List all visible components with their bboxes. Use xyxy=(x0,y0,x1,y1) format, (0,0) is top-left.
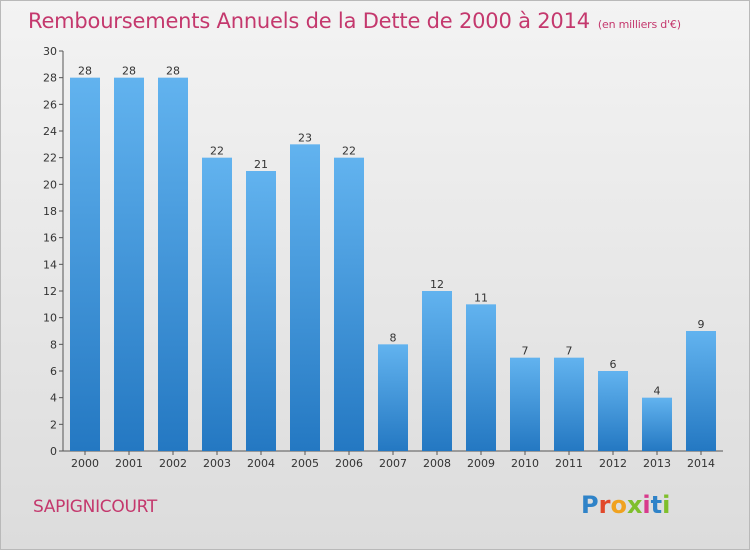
data-label: 9 xyxy=(698,318,705,331)
commune-name: SAPIGNICOURT xyxy=(33,497,157,517)
x-tick-label: 2001 xyxy=(115,457,143,470)
bar xyxy=(510,357,540,451)
y-tick-label: 10 xyxy=(43,312,57,325)
bar xyxy=(290,144,320,452)
bar xyxy=(598,371,628,451)
y-tick-label: 0 xyxy=(50,445,57,458)
bar xyxy=(642,397,672,451)
y-tick-label: 24 xyxy=(43,125,57,138)
data-label: 4 xyxy=(654,385,661,398)
y-tick-label: 18 xyxy=(43,205,57,218)
data-label: 28 xyxy=(78,65,92,78)
data-label: 23 xyxy=(298,131,312,144)
x-tick-label: 2013 xyxy=(643,457,671,470)
x-tick-label: 2002 xyxy=(159,457,187,470)
bar xyxy=(422,291,452,451)
x-tick-label: 2014 xyxy=(687,457,715,470)
bar xyxy=(554,357,584,451)
data-label: 12 xyxy=(430,278,444,291)
y-tick-label: 28 xyxy=(43,72,57,85)
bar xyxy=(70,77,100,452)
data-label: 7 xyxy=(522,345,529,358)
y-tick-label: 2 xyxy=(50,418,57,431)
x-tick-label: 2012 xyxy=(599,457,627,470)
data-label: 11 xyxy=(474,291,488,304)
x-tick-label: 2011 xyxy=(555,457,583,470)
bar xyxy=(246,171,276,451)
y-tick-label: 6 xyxy=(50,365,57,378)
x-tick-label: 2008 xyxy=(423,457,451,470)
x-tick-label: 2003 xyxy=(203,457,231,470)
bar xyxy=(378,344,408,451)
data-label: 22 xyxy=(210,145,224,158)
x-tick-label: 2010 xyxy=(511,457,539,470)
bar xyxy=(114,77,144,452)
data-label: 28 xyxy=(166,65,180,78)
proxiti-logo: Proxiti xyxy=(581,491,670,519)
chart-title-text: Remboursements Annuels de la Dette de 20… xyxy=(28,9,590,33)
y-tick-label: 22 xyxy=(43,152,57,165)
y-tick-label: 4 xyxy=(50,392,57,405)
x-tick-label: 2009 xyxy=(467,457,495,470)
bar xyxy=(334,157,364,451)
y-tick-label: 14 xyxy=(43,258,57,271)
logo-letter: o xyxy=(610,491,627,519)
logo-letter: i xyxy=(642,491,651,519)
x-tick-label: 2005 xyxy=(291,457,319,470)
chart-unit: (en milliers d'€) xyxy=(597,18,681,31)
data-label: 8 xyxy=(390,331,397,344)
y-tick-label: 20 xyxy=(43,178,57,191)
x-tick-label: 2000 xyxy=(71,457,99,470)
logo-letter: t xyxy=(650,491,663,519)
bar xyxy=(686,331,716,451)
chart-title: Remboursements Annuels de la Dette de 20… xyxy=(28,9,681,33)
data-label: 21 xyxy=(254,158,268,171)
logo-letter: x xyxy=(626,491,643,519)
bar-chart: 0246810121416182022242628302000282001282… xyxy=(43,45,723,470)
y-tick-label: 26 xyxy=(43,98,57,111)
x-tick-label: 2006 xyxy=(335,457,363,470)
x-tick-label: 2004 xyxy=(247,457,275,470)
x-tick-label: 2007 xyxy=(379,457,407,470)
data-label: 22 xyxy=(342,145,356,158)
data-label: 7 xyxy=(566,345,573,358)
data-label: 6 xyxy=(610,358,617,371)
y-tick-label: 8 xyxy=(50,338,57,351)
y-tick-label: 16 xyxy=(43,232,57,245)
bar xyxy=(158,77,188,452)
y-tick-label: 12 xyxy=(43,285,57,298)
logo-letter: i xyxy=(662,491,671,519)
data-label: 28 xyxy=(122,65,136,78)
logo-letter: P xyxy=(581,491,599,519)
bar xyxy=(202,157,232,451)
y-tick-label: 30 xyxy=(43,45,57,58)
logo-letter: r xyxy=(598,491,611,519)
bar xyxy=(466,304,496,451)
